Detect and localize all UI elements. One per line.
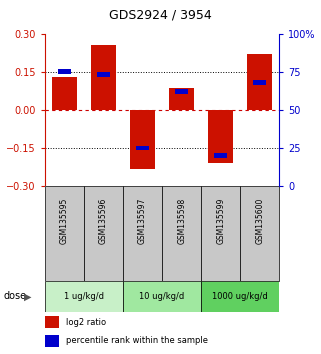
Bar bbox=[123, 186, 162, 281]
Text: 1000 ug/kg/d: 1000 ug/kg/d bbox=[212, 292, 268, 301]
Bar bbox=[201, 281, 279, 312]
Text: GSM135600: GSM135600 bbox=[255, 197, 264, 244]
Bar bbox=[136, 145, 149, 150]
Bar bbox=[175, 89, 188, 94]
Bar bbox=[201, 186, 240, 281]
Text: 10 ug/kg/d: 10 ug/kg/d bbox=[140, 292, 185, 301]
Text: dose: dose bbox=[3, 291, 26, 302]
Bar bbox=[130, 110, 155, 169]
Bar bbox=[52, 77, 77, 110]
Text: percentile rank within the sample: percentile rank within the sample bbox=[66, 336, 208, 345]
Bar bbox=[45, 335, 59, 347]
Bar bbox=[123, 281, 201, 312]
Bar bbox=[45, 281, 123, 312]
Text: 1 ug/kg/d: 1 ug/kg/d bbox=[64, 292, 104, 301]
Text: log2 ratio: log2 ratio bbox=[66, 318, 106, 326]
Text: GSM135599: GSM135599 bbox=[216, 197, 225, 244]
Bar bbox=[247, 54, 273, 110]
Bar bbox=[214, 153, 227, 158]
Bar bbox=[97, 73, 110, 77]
Bar bbox=[84, 186, 123, 281]
Bar bbox=[91, 45, 116, 110]
Text: GSM135597: GSM135597 bbox=[138, 197, 147, 244]
Bar bbox=[58, 69, 71, 74]
Bar bbox=[45, 316, 59, 328]
Text: GSM135595: GSM135595 bbox=[60, 197, 69, 244]
Text: ▶: ▶ bbox=[24, 291, 31, 302]
Text: GDS2924 / 3954: GDS2924 / 3954 bbox=[109, 9, 212, 22]
Bar bbox=[162, 186, 201, 281]
Bar bbox=[253, 80, 266, 85]
Bar bbox=[169, 88, 194, 110]
Bar bbox=[240, 186, 279, 281]
Bar bbox=[45, 186, 84, 281]
Bar bbox=[208, 110, 233, 163]
Text: GSM135598: GSM135598 bbox=[177, 197, 186, 244]
Text: GSM135596: GSM135596 bbox=[99, 197, 108, 244]
